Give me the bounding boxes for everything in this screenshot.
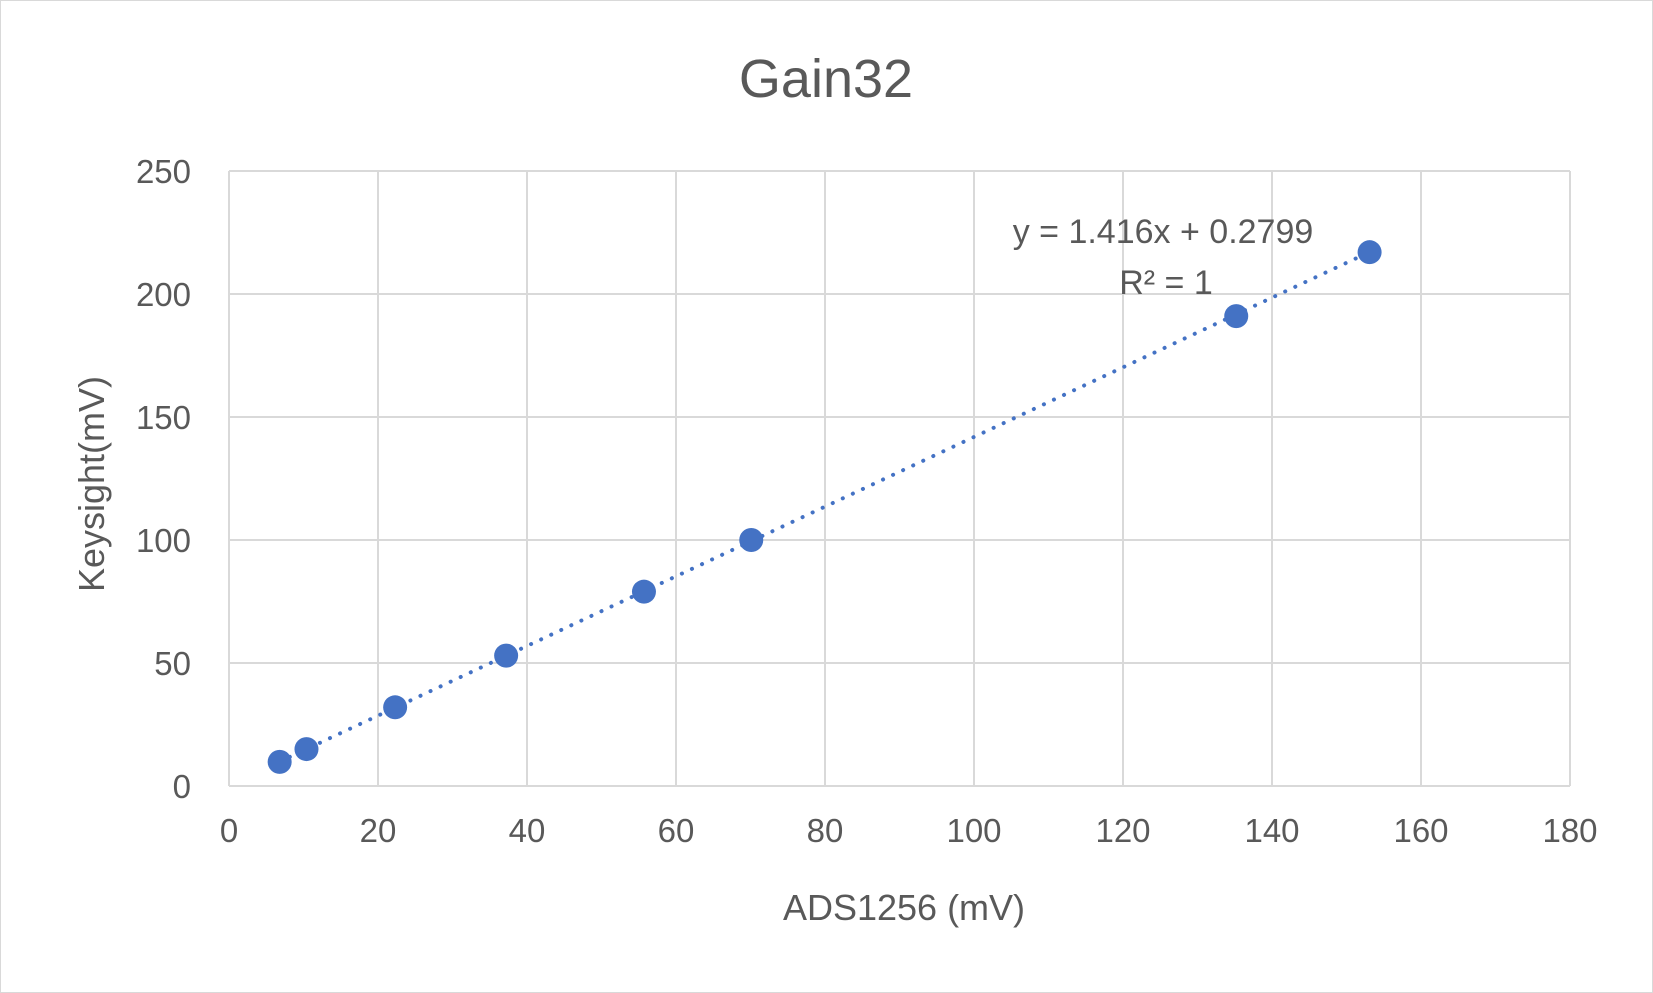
- x-tick-label: 40: [509, 812, 546, 849]
- data-point: [631, 579, 656, 604]
- y-tick-label: 50: [154, 645, 191, 682]
- x-tick-label: 20: [360, 812, 397, 849]
- data-point: [494, 643, 519, 668]
- chart-title: Gain32: [739, 49, 913, 109]
- data-point: [294, 737, 319, 762]
- x-tick-label: 80: [807, 812, 844, 849]
- horizontal-gridlines: [229, 170, 1570, 787]
- data-point: [383, 695, 408, 720]
- trendline-r-squared: R² = 1: [1119, 264, 1213, 302]
- trendline-equation: y = 1.416x + 0.2799: [1013, 213, 1314, 251]
- y-tick-label: 0: [173, 768, 191, 805]
- vertical-gridlines: [228, 171, 1571, 786]
- x-axis-label: ADS1256 (mV): [783, 887, 1025, 928]
- trendline: [277, 250, 1372, 764]
- x-tick-label: 60: [658, 812, 695, 849]
- x-tick-label: 100: [946, 812, 1001, 849]
- x-tick-label: 140: [1244, 812, 1299, 849]
- x-tick-label: 0: [220, 812, 238, 849]
- data-point: [267, 749, 292, 774]
- y-tick-label: 200: [136, 276, 191, 313]
- y-tick-label: 150: [136, 399, 191, 436]
- y-tick-label: 250: [136, 153, 191, 190]
- trendline-line: [277, 250, 1372, 764]
- data-point: [739, 528, 764, 552]
- data-point: [1224, 304, 1249, 329]
- x-axis-tick-labels: 0 20 40 60 80 100 120 140 160 180: [220, 812, 1598, 849]
- data-point: [1357, 240, 1382, 265]
- y-tick-label: 100: [136, 522, 191, 559]
- x-tick-label: 160: [1393, 812, 1448, 849]
- y-axis-label: Keysight(mV): [71, 376, 112, 592]
- data-points: [267, 240, 1382, 774]
- x-tick-label: 120: [1095, 812, 1150, 849]
- x-tick-label: 180: [1542, 812, 1597, 849]
- y-axis-tick-labels: 0 50 100 150 200 250: [136, 153, 191, 805]
